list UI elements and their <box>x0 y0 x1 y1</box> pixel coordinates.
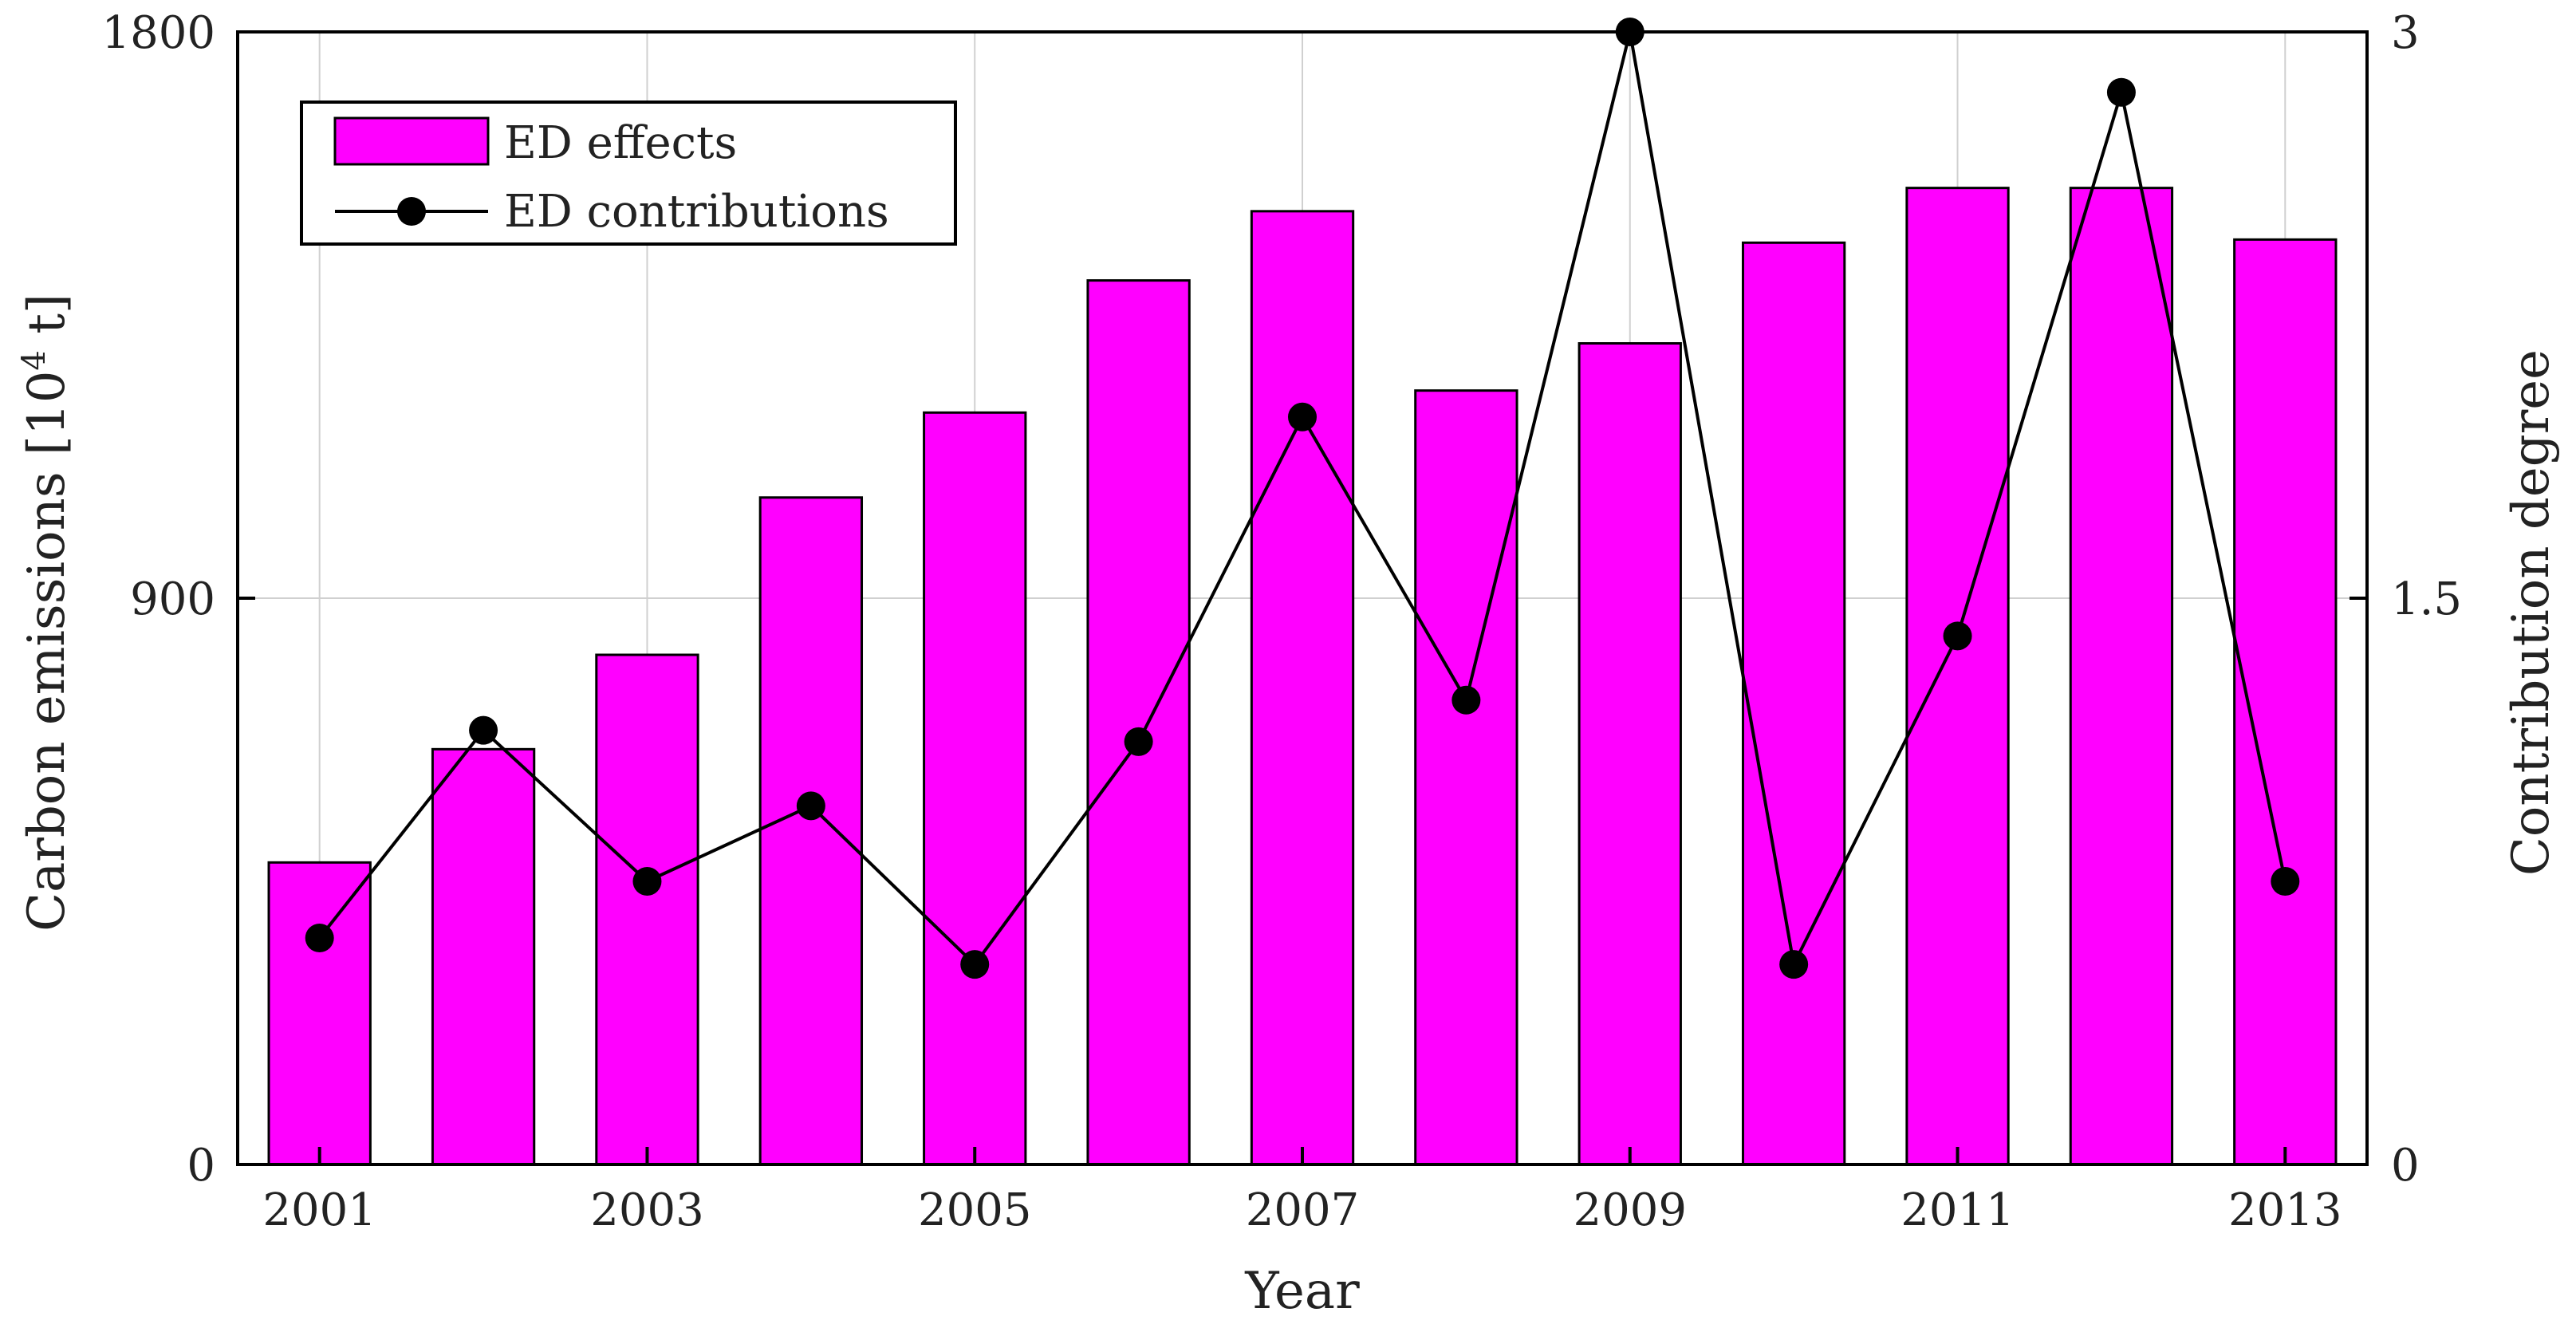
point-2008 <box>1451 685 1481 715</box>
bar-2010 <box>1741 241 1846 1166</box>
bar-2012 <box>2069 187 2174 1166</box>
y-left-tick-label-1800: 1800 <box>101 7 215 59</box>
y-axis-left-title: Carbon emissions [104 t] <box>16 294 77 932</box>
point-2010 <box>1779 950 1809 979</box>
x-tick-label-2011: 2011 <box>1900 1184 2015 1236</box>
point-2006 <box>1124 727 1153 756</box>
bar-2002 <box>431 747 536 1166</box>
bar-2008 <box>1414 389 1518 1166</box>
point-2003 <box>632 867 662 896</box>
y-axis-left-title-superscript: 4 <box>16 350 53 370</box>
y-right-tick-label-3: 3 <box>2391 7 2420 59</box>
y-axis-left-title-main: Carbon emissions [10 <box>18 371 77 932</box>
y-left-tick-label-0: 0 <box>187 1140 215 1192</box>
bar-2001 <box>267 861 372 1166</box>
bar-2007 <box>1250 210 1355 1166</box>
bar-layer <box>267 187 2338 1166</box>
y-left-tick-label-900: 900 <box>130 573 215 625</box>
bar-2011 <box>1905 187 2010 1166</box>
tick-layer: 2001 2003 2005 2007 2009 2011 2013 0 900 1800 0 1.5… <box>101 7 2462 1236</box>
bar-2004 <box>758 496 864 1166</box>
point-2001 <box>305 924 334 952</box>
x-tick-label-2007: 2007 <box>1246 1184 1360 1236</box>
y-right-tick-label-1.5: 1.5 <box>2391 573 2462 625</box>
y-axis-left-title-unit: t] <box>18 294 77 350</box>
y-right-tick-label-0: 0 <box>2391 1140 2420 1192</box>
bar-2003 <box>595 653 699 1166</box>
point-2007 <box>1288 402 1317 431</box>
y-axis-right-title: Contribution degree <box>2502 349 2561 876</box>
point-2002 <box>469 715 498 745</box>
x-tick-label-2005: 2005 <box>918 1184 1032 1236</box>
legend: ED effects ED contributions <box>300 100 957 246</box>
point-2012 <box>2106 77 2136 107</box>
legend-label-ed-contributions: ED contributions <box>504 186 889 238</box>
bar-2006 <box>1086 279 1191 1166</box>
x-tick-label-2009: 2009 <box>1574 1184 1688 1236</box>
legend-swatch-ed-effects <box>333 116 490 166</box>
bar-2005 <box>923 411 1027 1166</box>
x-tick-label-2013: 2013 <box>2228 1184 2342 1236</box>
x-tick-label-2003: 2003 <box>590 1184 704 1236</box>
point-2005 <box>960 950 990 979</box>
point-2011 <box>1943 621 1972 651</box>
point-2013 <box>2271 867 2300 896</box>
line-layer <box>305 18 2300 979</box>
legend-label-ed-effects: ED effects <box>504 117 737 169</box>
bar-2009 <box>1578 342 1682 1166</box>
x-axis-title: Year <box>1244 1262 1360 1321</box>
legend-marker-ed-contributions <box>397 197 426 226</box>
x-tick-label-2001: 2001 <box>262 1184 376 1236</box>
point-2004 <box>796 791 825 821</box>
bar-2013 <box>2233 238 2338 1166</box>
